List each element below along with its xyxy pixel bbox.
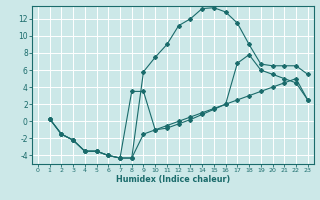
X-axis label: Humidex (Indice chaleur): Humidex (Indice chaleur) [116,175,230,184]
